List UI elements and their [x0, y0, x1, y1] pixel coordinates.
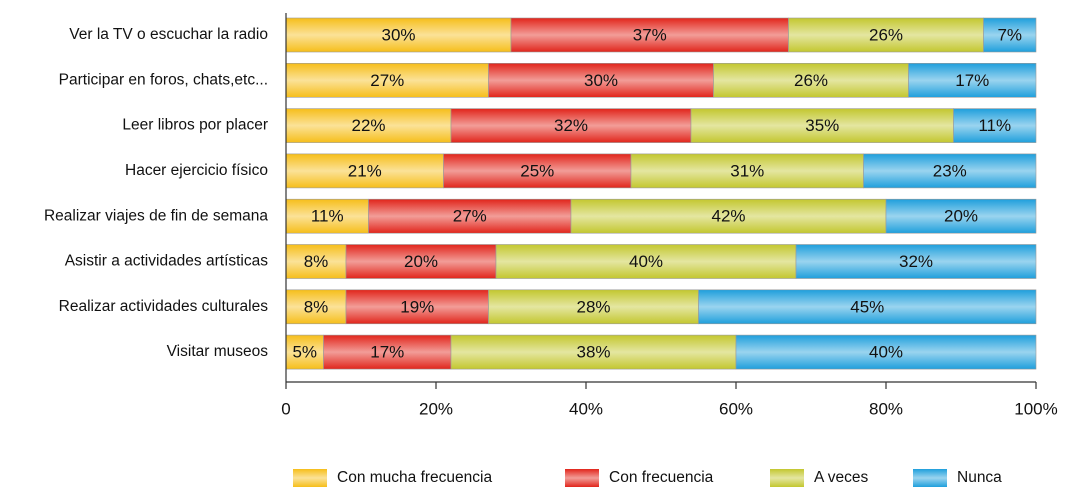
value-label: 30%: [584, 71, 618, 90]
bar-segment: [735, 334, 1037, 370]
bar-segment: [495, 244, 797, 279]
value-label: 31%: [730, 161, 764, 180]
value-label: 32%: [554, 116, 588, 135]
value-label: 27%: [453, 207, 487, 226]
bar-segment: [788, 17, 984, 53]
category-label: Participar en foros, chats,etc...: [59, 71, 268, 88]
legend-swatch: [565, 469, 599, 487]
value-label: 28%: [576, 297, 610, 316]
bar-segment: [885, 198, 1037, 234]
value-label: 40%: [629, 252, 663, 271]
x-tick-label: 0: [281, 399, 290, 418]
bar-segment: [570, 198, 887, 234]
value-label: 11%: [978, 116, 1011, 135]
legend-label: A veces: [814, 469, 869, 486]
value-label: 22%: [351, 116, 385, 135]
category-label: Ver la TV o escuchar la radio: [69, 26, 268, 43]
x-tick-label: 20%: [419, 399, 453, 418]
bar-segment: [443, 153, 632, 189]
category-label: Asistir a actividades artísticas: [65, 253, 269, 270]
value-label: 32%: [899, 252, 933, 271]
legend-label: Con frecuencia: [609, 469, 714, 486]
bar-segment: [285, 198, 369, 234]
bar-segment: [863, 153, 1037, 189]
value-label: 19%: [400, 297, 434, 316]
value-label: 23%: [933, 161, 967, 180]
value-label: 26%: [869, 25, 903, 44]
value-label: 25%: [520, 161, 554, 180]
category-label: Realizar actividades culturales: [59, 298, 269, 315]
bar-segment: [953, 108, 1037, 143]
bar-segment: [630, 153, 864, 189]
value-label: 26%: [794, 71, 828, 90]
value-label: 42%: [711, 207, 745, 226]
bar-segment: [713, 62, 909, 98]
bar-segment: [345, 244, 497, 279]
category-label: Leer libros por placer: [122, 117, 268, 134]
bar-segment: [450, 334, 737, 370]
legend-label: Con mucha frecuencia: [337, 469, 492, 486]
category-label: Realizar viajes de fin de semana: [44, 207, 268, 224]
value-label: 40%: [869, 343, 903, 362]
bar-segment: [510, 17, 789, 53]
bar-segment: [698, 289, 1037, 325]
value-label: 45%: [850, 297, 884, 316]
bar-segment: [285, 244, 347, 279]
legend-swatch: [770, 469, 804, 487]
bar-segment: [908, 62, 1037, 98]
bar-segment: [488, 62, 714, 98]
bar-segment: [285, 62, 489, 98]
bar-segment: [285, 153, 444, 189]
bar-segment: [285, 17, 512, 53]
bar-segment: [450, 108, 692, 143]
value-label: 17%: [370, 343, 404, 362]
value-label: 20%: [944, 207, 978, 226]
legend-swatch: [293, 469, 327, 487]
bar-segment: [983, 17, 1037, 53]
category-label: Visitar museos: [167, 343, 269, 360]
bar-segment: [285, 289, 347, 325]
x-tick-label: 100%: [1014, 399, 1057, 418]
value-label: 7%: [997, 25, 1022, 44]
bar-segment: [795, 244, 1037, 279]
value-label: 38%: [576, 343, 610, 362]
value-label: 8%: [304, 297, 329, 316]
x-tick-label: 40%: [569, 399, 603, 418]
legend-swatch: [913, 469, 947, 487]
legend-label: Nunca: [957, 469, 1002, 486]
value-label: 35%: [805, 116, 839, 135]
value-label: 20%: [404, 252, 438, 271]
value-label: 5%: [292, 343, 317, 362]
x-tick-label: 80%: [869, 399, 903, 418]
value-label: 30%: [381, 25, 415, 44]
bar-segment: [488, 289, 699, 325]
value-label: 37%: [633, 25, 667, 44]
x-tick-label: 60%: [719, 399, 753, 418]
category-label: Hacer ejercicio físico: [125, 162, 268, 179]
value-label: 27%: [370, 71, 404, 90]
bar-segment: [368, 198, 572, 234]
bar-segment: [285, 334, 324, 370]
value-label: 21%: [348, 161, 382, 180]
value-label: 11%: [311, 207, 344, 226]
value-label: 8%: [304, 252, 329, 271]
value-label: 17%: [955, 71, 989, 90]
